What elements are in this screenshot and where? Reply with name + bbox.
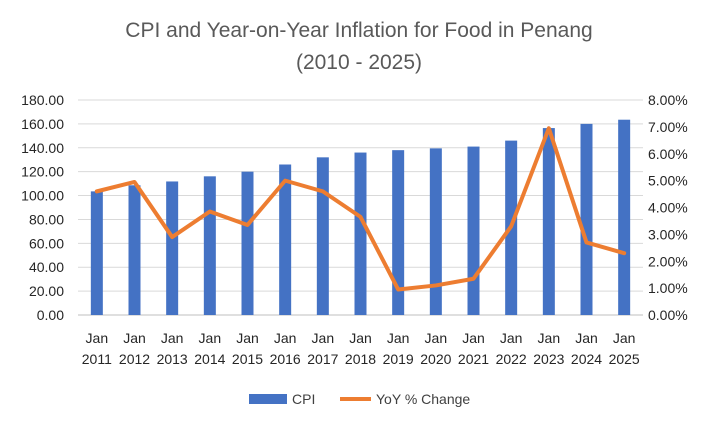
x-tick-label: Jan 2016 (270, 330, 301, 367)
x-tick-label-line: 2025 (609, 351, 640, 367)
left-tick-label: 40.00 (29, 259, 64, 275)
x-tick-label-line: Jan (349, 330, 372, 346)
right-tick-label: 1.00% (648, 280, 688, 296)
x-tick-label: Jan 2018 (345, 330, 376, 367)
cpi-bar (242, 172, 254, 315)
x-tick-label-line: Jan (425, 330, 448, 346)
x-tick-label-line: 2023 (533, 351, 564, 367)
x-tick-label-line: 2022 (496, 351, 527, 367)
x-tick-label-line: 2011 (82, 351, 112, 367)
chart-subtitle: (2010 - 2025) (296, 51, 422, 74)
x-tick-label: Jan 2013 (157, 330, 188, 367)
x-tick-label-line: 2012 (119, 351, 150, 367)
x-tick-label-line: Jan (199, 330, 222, 346)
x-tick-label-line: Jan (538, 330, 561, 346)
cpi-bar (317, 157, 329, 315)
cpi-bar (166, 181, 178, 315)
x-tick-label-line: Jan (161, 330, 184, 346)
x-tick-label-line: 2017 (307, 351, 338, 367)
x-tick-label: Jan 2019 (383, 330, 414, 367)
x-tick-label: Jan 2014 (194, 330, 225, 367)
x-tick-label: Jan 2024 (571, 330, 602, 367)
cpi-bar (581, 124, 593, 315)
x-tick-label-line: Jan (387, 330, 410, 346)
x-tick-label-line: Jan (575, 330, 598, 346)
left-tick-label: 180.00 (21, 92, 64, 108)
x-tick-label: Jan 2020 (420, 330, 451, 367)
left-tick-label: 100.00 (21, 188, 64, 204)
cpi-bar (129, 185, 141, 315)
right-tick-label: 5.00% (648, 173, 688, 189)
x-tick-label: Jan 2011 (82, 330, 112, 367)
left-tick-label: 160.00 (21, 116, 64, 132)
x-tick-label: Jan 2021 (458, 330, 489, 367)
x-tick-label-line: Jan (236, 330, 259, 346)
x-tick-label-line: Jan (274, 330, 297, 346)
cpi-bar (543, 128, 555, 315)
x-tick-label: Jan 2017 (307, 330, 338, 367)
x-tick-label-line: 2013 (157, 351, 188, 367)
cpi-bar (618, 120, 630, 315)
right-tick-label: 3.00% (648, 226, 688, 242)
right-axis: 0.00% 1.00% 2.00% 3.00% 4.00% 5.00% 6.00% 7.00%… (648, 92, 688, 323)
left-tick-label: 60.00 (29, 235, 64, 251)
legend: CPI YoY % Change (249, 391, 470, 407)
x-tick-label-line: Jan (123, 330, 146, 346)
right-tick-label: 4.00% (648, 200, 688, 216)
x-tick-label-line: 2015 (232, 351, 263, 367)
left-tick-label: 120.00 (21, 164, 64, 180)
x-tick-label: Jan 2015 (232, 330, 263, 367)
left-tick-label: 140.00 (21, 140, 64, 156)
x-tick-label-line: 2016 (270, 351, 301, 367)
x-tick-label: Jan 2022 (496, 330, 527, 367)
x-tick-label-line: 2019 (383, 351, 414, 367)
x-tick-label-line: Jan (312, 330, 335, 346)
x-tick-label-line: Jan (86, 330, 109, 346)
right-tick-label: 7.00% (648, 119, 688, 135)
x-tick-label-line: 2021 (458, 351, 489, 367)
x-tick-label-line: 2018 (345, 351, 376, 367)
legend-cpi-swatch (249, 394, 287, 404)
legend-yoy-label: YoY % Change (376, 391, 470, 407)
x-tick-label: Jan 2025 (609, 330, 640, 367)
x-tick-label-line: Jan (500, 330, 523, 346)
x-axis: Jan 2011 Jan 2012 Jan 2013 Jan 2014 Jan 2015 Jan 20… (82, 330, 640, 367)
left-axis: 0.00 20.00 40.00 60.00 80.00 100.00 120.00 140.… (21, 92, 64, 323)
legend-cpi-label: CPI (292, 391, 315, 407)
x-tick-label-line: Jan (462, 330, 485, 346)
x-tick-label-line: 2020 (420, 351, 451, 367)
left-tick-label: 20.00 (29, 283, 64, 299)
left-tick-label: 0.00 (37, 307, 64, 323)
x-tick-label-line: 2024 (571, 351, 602, 367)
cpi-bar (204, 176, 216, 315)
x-tick-label: Jan 2012 (119, 330, 150, 367)
cpi-bar (430, 148, 442, 315)
left-tick-label: 80.00 (29, 211, 64, 227)
right-tick-label: 0.00% (648, 307, 688, 323)
x-tick-label-line: Jan (613, 330, 636, 346)
x-tick-label: Jan 2023 (533, 330, 564, 367)
cpi-bar (468, 147, 480, 315)
right-tick-label: 6.00% (648, 146, 688, 162)
right-tick-label: 2.00% (648, 253, 688, 269)
x-tick-label-line: 2014 (194, 351, 225, 367)
right-tick-label: 8.00% (648, 92, 688, 108)
cpi-bar (355, 153, 367, 315)
cpi-bar (91, 191, 103, 315)
chart-title: CPI and Year-on-Year Inflation for Food … (125, 19, 592, 42)
